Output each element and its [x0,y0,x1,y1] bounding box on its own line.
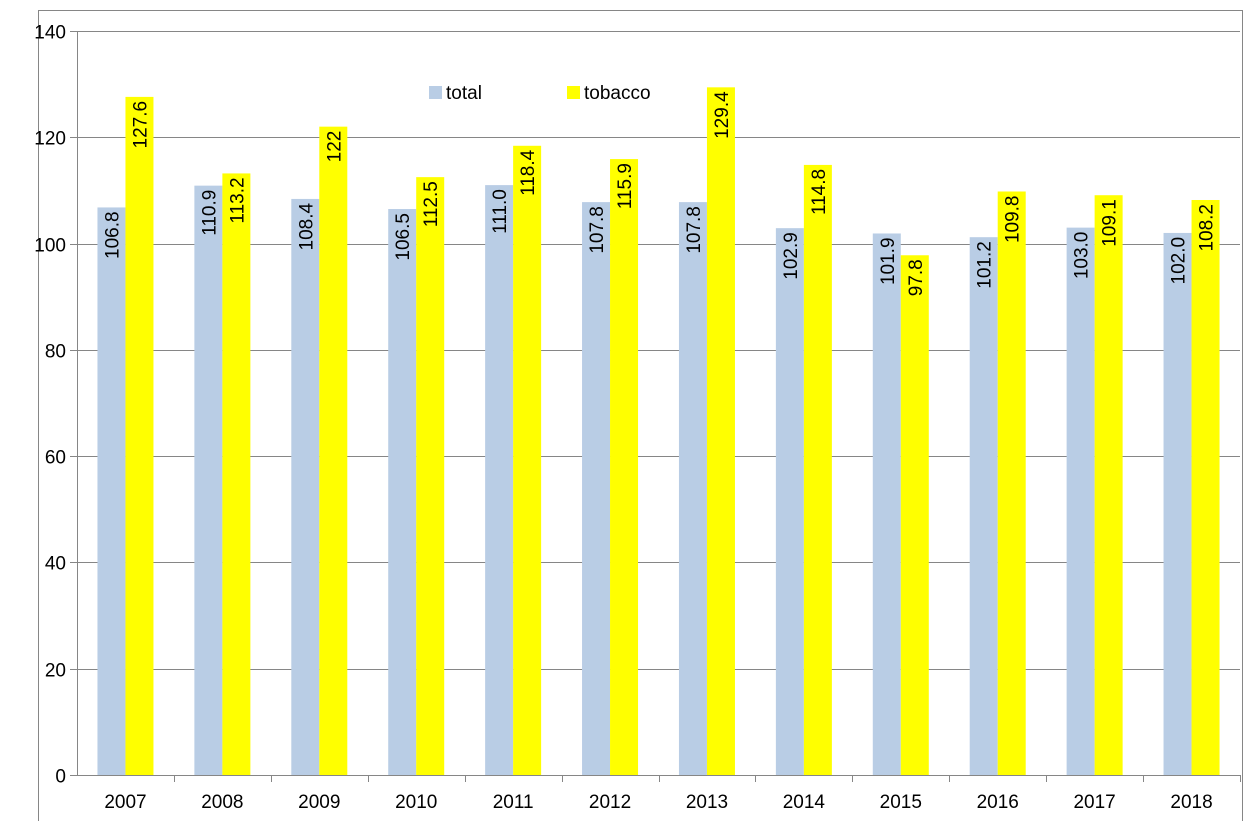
data-label-total-2011: 111.0 [490,189,511,234]
data-label-total-2016: 101.2 [975,241,996,289]
x-tick-label-2014: 2014 [783,792,826,813]
x-tick-label-2008: 2008 [201,792,243,813]
legend-swatch-total [429,86,442,99]
x-tick-label-2009: 2009 [298,792,340,813]
bar-total-2012 [582,202,611,775]
data-label-total-2015: 101.9 [878,237,899,285]
bar-tobacco-2018 [1191,199,1220,776]
bar-tobacco-2016 [997,191,1026,775]
data-label-tobacco-2016: 109.8 [1003,195,1024,243]
bar-total-2017 [1066,227,1095,776]
data-label-total-2018: 102.0 [1169,237,1190,285]
bar-total-2008 [194,185,223,775]
bar-tobacco-2011 [513,145,542,775]
data-label-tobacco-2009: 122 [324,131,345,163]
data-label-total-2008: 110.9 [199,190,220,236]
data-label-tobacco-2011: 118.4 [518,149,539,196]
data-label-tobacco-2015: 97.8 [906,259,927,296]
data-label-total-2014: 102.9 [781,232,802,280]
bar-total-2011 [485,185,514,776]
bar-tobacco-2015 [900,255,929,775]
data-label-total-2009: 108.4 [296,202,317,250]
gridlines [77,31,1240,670]
bar-tobacco-2017 [1094,195,1123,775]
x-tick-label-2013: 2013 [686,792,728,813]
x-tick-label-2010: 2010 [395,792,437,813]
y-tick-label: 40 [45,554,66,575]
bar-total-2018 [1163,232,1192,775]
legend-label-total: total [446,83,482,104]
bar-total-2014 [775,228,804,775]
bars: 106.8 127.6 110.9 113.2 108.4 122 106.5 112.5 11… [97,87,1220,776]
x-tick-label-2007: 2007 [104,792,146,813]
data-label-total-2017: 103.0 [1072,232,1093,280]
y-tick-label: 20 [45,661,66,682]
y-tick-label: 140 [34,23,66,44]
y-tick-label: 0 [55,767,66,788]
bar-total-2009 [291,198,320,776]
bar-total-2016 [969,237,998,776]
legend-swatch-tobacco [567,86,580,99]
bar-total-2007 [97,207,126,776]
bar-total-2013 [678,202,707,775]
data-label-total-2012: 107.8 [587,206,608,254]
data-label-tobacco-2008: 113.2 [227,177,248,223]
bar-total-2015 [872,233,901,775]
data-label-total-2007: 106.8 [102,211,123,259]
bar-tobacco-2014 [803,164,832,776]
y-tick-label: 100 [34,236,66,257]
y-tick-label: 80 [45,342,66,363]
bar-total-2010 [388,209,417,775]
bar-tobacco-2009 [319,126,348,775]
y-tick-label: 60 [45,448,66,469]
data-label-tobacco-2010: 112.5 [421,181,442,227]
x-tick-label-2012: 2012 [589,792,631,813]
data-label-tobacco-2013: 129.4 [712,91,733,139]
bar-tobacco-2008 [222,173,251,775]
x-tick-label-2016: 2016 [977,792,1019,813]
data-label-tobacco-2014: 114.8 [809,169,830,215]
bar-tobacco-2013 [706,87,735,776]
bar-tobacco-2010 [416,177,445,776]
data-label-tobacco-2012: 115.9 [615,163,636,209]
legend-label-tobacco: tobacco [584,83,651,104]
axes: 0 20 40 60 80 100 120 140 2007 2008 2009 2010 2011 20… [34,23,1241,813]
y-tick-label: 120 [34,129,66,150]
data-label-tobacco-2018: 108.2 [1197,204,1218,252]
x-tick-label-2011: 2011 [493,792,534,813]
data-label-tobacco-2017: 109.1 [1100,199,1121,247]
data-label-tobacco-2007: 127.6 [130,101,151,149]
x-tick-label-2017: 2017 [1073,792,1115,813]
x-tick-label-2018: 2018 [1170,792,1212,813]
legend: total tobacco [429,83,651,104]
bar-tobacco-2007 [125,96,154,775]
data-label-total-2010: 106.5 [393,213,414,261]
data-label-total-2013: 107.8 [684,206,705,254]
x-tick-label-2015: 2015 [880,792,922,813]
bar-tobacco-2012 [610,159,639,775]
chart-border [38,10,1243,821]
